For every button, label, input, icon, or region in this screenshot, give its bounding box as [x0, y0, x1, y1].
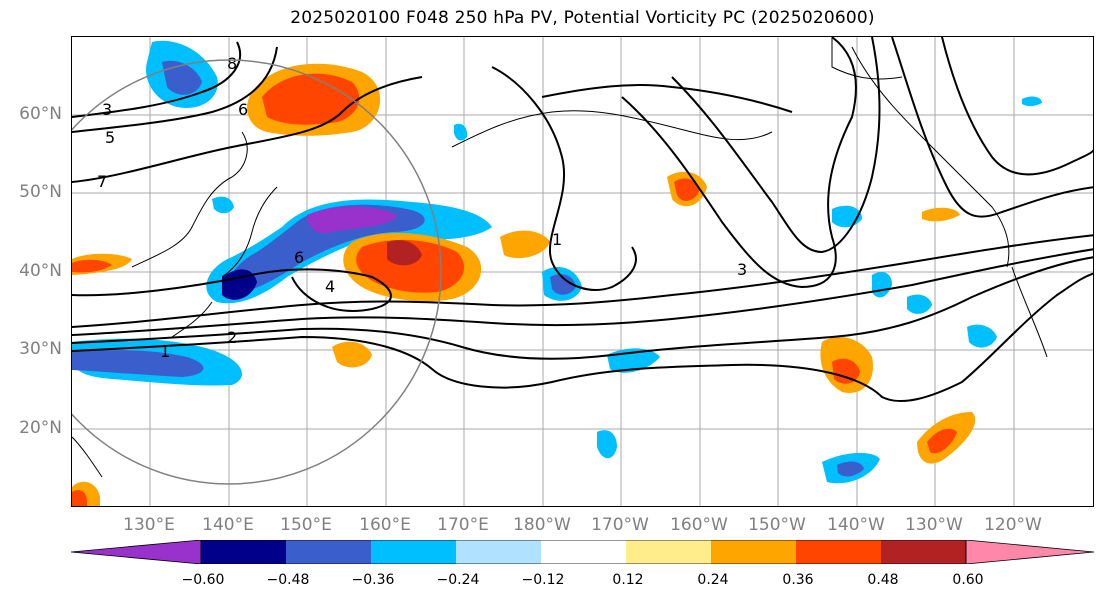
pv-anomaly-shading	[72, 40, 1042, 506]
colorbar-tick-1: −0.60	[181, 572, 225, 588]
lon-label-140e: 140°E	[202, 515, 254, 535]
contour-label-2: 2	[227, 328, 237, 347]
colorbar-tick-8: 0.36	[782, 572, 814, 588]
colorbar-tick-7: 0.24	[697, 572, 729, 588]
lon-label-150w: 150°W	[748, 515, 806, 535]
colorbar-tick-5: −0.12	[521, 572, 565, 588]
contour-label-3b: 3	[737, 260, 747, 279]
lat-label-60n: 60°N	[19, 104, 62, 124]
region-circle	[72, 59, 442, 485]
lat-label-50n: 50°N	[19, 182, 62, 202]
contour-label-8: 8	[227, 54, 237, 73]
lon-label-150e: 150°E	[280, 515, 332, 535]
colorbar	[71, 540, 1094, 564]
contour-label-6: 6	[294, 248, 304, 267]
contour-label-5: 5	[105, 128, 115, 147]
lon-label-130w: 130°W	[905, 515, 963, 535]
contour-label-1b: 1	[552, 230, 562, 249]
colorbar-tick-10: 0.60	[952, 572, 984, 588]
map-title: 2025020100 F048 250 hPa PV, Potential Vo…	[290, 8, 875, 28]
lon-label-180w: 180°W	[513, 515, 571, 535]
lon-label-170e: 170°E	[437, 515, 489, 535]
colorbar-tick-6: 0.12	[612, 572, 644, 588]
colorbar-tick-9: 0.48	[867, 572, 899, 588]
colorbar-tick-3: −0.36	[351, 572, 395, 588]
pv-contour-lines	[72, 37, 1093, 403]
lon-label-160e: 160°E	[359, 515, 411, 535]
lat-label-30n: 30°N	[19, 339, 62, 359]
colorbar-tick-2: −0.48	[266, 572, 310, 588]
lon-label-130e: 130°E	[123, 515, 175, 535]
contour-label-4: 4	[325, 277, 335, 296]
contour-label-7: 7	[97, 172, 107, 191]
map-canvas: 2 1 4 6 3 5 7 8 3 1 6	[72, 37, 1093, 506]
lon-label-120w: 120°W	[984, 515, 1042, 535]
contour-label-group: 2 1 4 6 3 5 7 8 3 1 6	[97, 54, 747, 361]
lon-label-170w: 170°W	[591, 515, 649, 535]
contour-label-6b: 6	[238, 100, 248, 119]
contour-label-3: 3	[102, 100, 112, 119]
map-panel: 2 1 4 6 3 5 7 8 3 1 6	[71, 36, 1094, 507]
lon-label-160w: 160°W	[670, 515, 728, 535]
lat-label-20n: 20°N	[19, 418, 62, 438]
lon-label-140w: 140°W	[827, 515, 885, 535]
coastlines	[72, 37, 1048, 478]
contour-label-1: 1	[160, 342, 170, 361]
colorbar-tick-4: −0.24	[436, 572, 480, 588]
lat-label-40n: 40°N	[19, 261, 62, 281]
